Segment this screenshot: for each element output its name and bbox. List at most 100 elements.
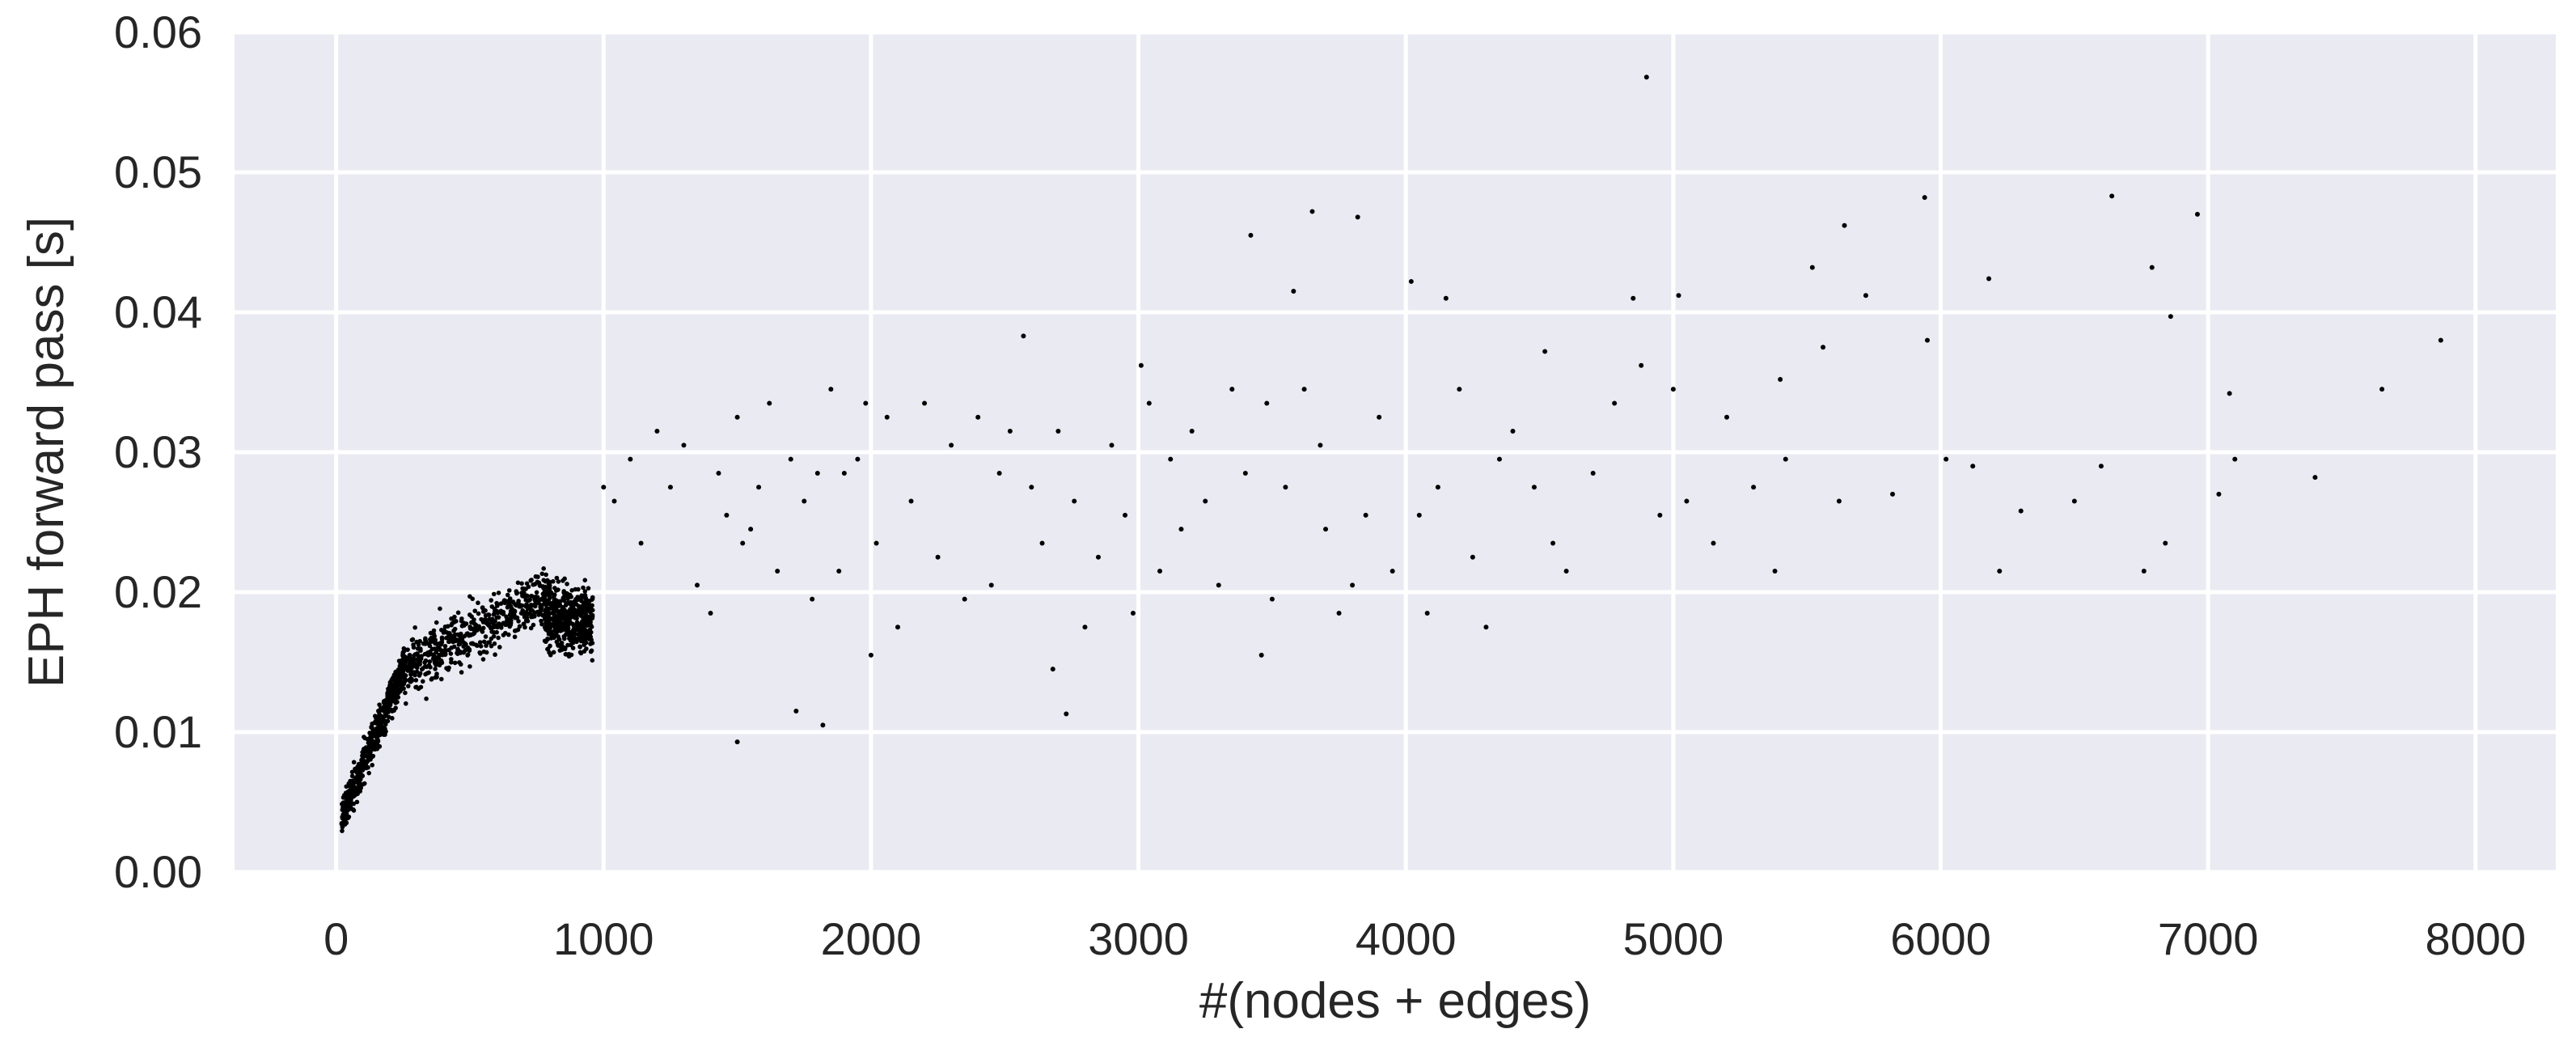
data-point — [362, 781, 367, 786]
data-point — [520, 608, 526, 613]
data-point — [1323, 527, 1329, 532]
data-point — [573, 586, 578, 592]
y-tick-label: 0.04 — [114, 286, 202, 337]
data-point — [442, 643, 448, 649]
x-tick-label: 2000 — [821, 913, 922, 964]
data-point — [370, 728, 375, 734]
data-point — [561, 621, 567, 627]
data-point — [395, 700, 400, 705]
data-point — [533, 594, 539, 599]
data-point — [488, 625, 493, 631]
data-point — [369, 735, 374, 740]
data-point — [459, 670, 464, 675]
data-point — [586, 599, 592, 603]
data-point — [541, 566, 546, 571]
data-point — [1408, 278, 1414, 284]
data-point — [433, 641, 438, 646]
data-point — [491, 633, 497, 639]
data-point — [681, 442, 687, 448]
data-point — [544, 619, 548, 624]
data-point — [415, 651, 420, 656]
data-point — [394, 685, 399, 690]
data-point — [434, 671, 439, 676]
data-point — [516, 619, 521, 624]
data-point — [1842, 222, 1847, 228]
data-point — [423, 639, 429, 645]
data-point — [734, 739, 740, 745]
data-point — [1007, 429, 1013, 434]
data-point — [1542, 349, 1548, 354]
data-point — [814, 470, 820, 476]
data-point — [2168, 314, 2173, 320]
data-point — [1350, 582, 1356, 588]
data-point — [417, 657, 423, 663]
data-point — [1264, 400, 1270, 406]
data-point — [553, 602, 559, 608]
data-point — [582, 589, 588, 594]
data-point — [469, 614, 474, 619]
data-point — [351, 801, 357, 807]
data-point — [587, 632, 593, 637]
data-point — [654, 429, 660, 434]
data-point — [472, 617, 476, 622]
data-point — [587, 637, 592, 641]
data-point — [544, 572, 548, 578]
y-tick-label: 0.00 — [114, 846, 202, 897]
data-point — [1355, 214, 1360, 220]
data-point — [1309, 209, 1315, 214]
data-point — [477, 650, 482, 655]
data-point — [372, 747, 378, 752]
data-point — [510, 606, 514, 612]
data-point — [415, 665, 420, 671]
data-point — [587, 621, 592, 626]
y-tick-label: 0.02 — [114, 566, 202, 617]
data-point — [1643, 74, 1649, 80]
data-point — [385, 718, 391, 724]
x-tick-label: 3000 — [1088, 913, 1189, 964]
data-point — [565, 582, 569, 586]
data-point — [345, 795, 350, 800]
data-point — [508, 611, 514, 616]
data-point — [1821, 345, 1826, 350]
data-point — [518, 603, 523, 609]
data-point — [427, 643, 433, 649]
data-point — [558, 644, 563, 649]
data-point — [581, 585, 586, 591]
data-point — [1130, 610, 1136, 616]
data-point — [399, 683, 404, 688]
data-point — [1291, 289, 1296, 294]
data-point — [544, 606, 549, 611]
data-point — [381, 732, 387, 738]
data-point — [438, 606, 442, 612]
data-point — [458, 649, 463, 654]
data-point — [590, 658, 595, 663]
data-point — [354, 799, 360, 805]
data-points — [339, 74, 2443, 833]
data-point — [2149, 265, 2155, 270]
data-point — [351, 786, 356, 791]
data-point — [1684, 498, 1690, 504]
data-point — [498, 601, 504, 606]
data-point — [562, 612, 567, 618]
data-point — [478, 643, 484, 649]
data-point — [551, 618, 556, 624]
data-point — [561, 606, 566, 612]
data-point — [1242, 470, 1248, 476]
data-point — [496, 622, 501, 628]
data-point — [448, 651, 454, 656]
data-point — [496, 635, 501, 641]
data-point — [367, 730, 372, 735]
data-point — [561, 633, 567, 639]
data-point — [462, 649, 467, 654]
data-point — [748, 527, 754, 532]
data-point — [368, 753, 374, 758]
data-point — [535, 579, 540, 585]
data-point — [442, 629, 447, 634]
data-point — [1670, 387, 1676, 392]
data-point — [492, 641, 497, 646]
data-point — [601, 485, 607, 490]
data-point — [569, 630, 573, 636]
data-point — [368, 745, 374, 751]
data-point — [1064, 711, 1069, 717]
data-point — [497, 645, 502, 650]
